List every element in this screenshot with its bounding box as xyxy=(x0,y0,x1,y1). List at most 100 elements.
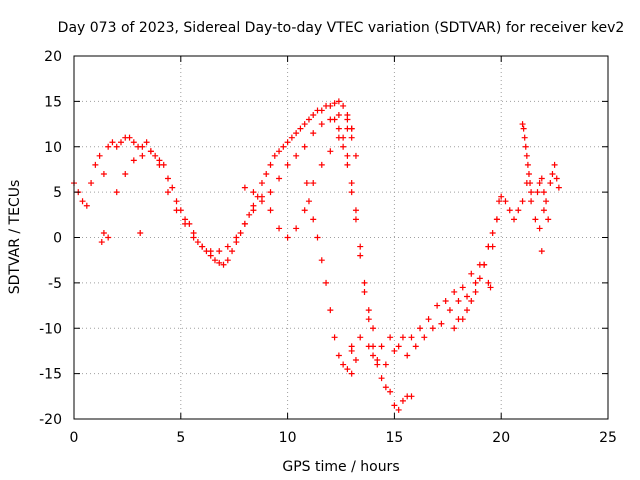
data-point xyxy=(305,116,312,123)
data-point xyxy=(519,198,526,205)
data-point xyxy=(284,234,291,241)
data-point xyxy=(485,243,492,250)
data-point xyxy=(391,347,398,354)
data-point xyxy=(395,406,402,413)
data-points-layer xyxy=(71,98,562,413)
data-point xyxy=(250,189,257,196)
data-point xyxy=(113,189,120,196)
data-point xyxy=(169,184,176,191)
data-point xyxy=(545,216,552,223)
data-point xyxy=(536,225,543,232)
data-point xyxy=(88,180,95,187)
data-point xyxy=(348,347,355,354)
data-point xyxy=(344,366,351,373)
data-point xyxy=(429,325,436,332)
series-isolated-points xyxy=(98,229,545,364)
data-point xyxy=(348,189,355,196)
data-point xyxy=(173,207,180,214)
data-point xyxy=(258,193,265,200)
data-point xyxy=(293,225,300,232)
data-point xyxy=(485,279,492,286)
data-point xyxy=(331,100,338,107)
x-tick-label: 25 xyxy=(599,430,617,446)
data-point xyxy=(487,284,494,291)
data-point xyxy=(105,234,112,241)
data-point xyxy=(521,134,528,141)
data-point xyxy=(361,279,368,286)
data-point xyxy=(327,307,334,314)
data-point xyxy=(164,175,171,182)
data-point xyxy=(100,229,107,236)
data-point xyxy=(284,161,291,168)
y-tick-label: 10 xyxy=(44,140,62,156)
data-point xyxy=(464,307,471,314)
series-rising-track-3 xyxy=(451,193,505,332)
x-tick-label: 5 xyxy=(176,430,185,446)
data-point xyxy=(335,125,342,132)
data-point xyxy=(374,357,381,364)
data-point xyxy=(310,216,317,223)
data-point xyxy=(258,180,265,187)
data-point xyxy=(553,175,560,182)
data-point xyxy=(382,361,389,368)
x-tick-label: 0 xyxy=(70,430,79,446)
data-point xyxy=(297,125,304,132)
data-point xyxy=(318,121,325,128)
data-point xyxy=(301,143,308,150)
data-point xyxy=(540,189,547,196)
data-point xyxy=(83,202,90,209)
data-point xyxy=(207,248,214,255)
data-point xyxy=(331,334,338,341)
grid-layer xyxy=(74,56,608,419)
data-point xyxy=(408,334,415,341)
data-point xyxy=(156,161,163,168)
data-point xyxy=(551,161,558,168)
data-point xyxy=(408,393,415,400)
data-point xyxy=(79,198,86,205)
y-tick-label: 15 xyxy=(44,94,62,110)
data-point xyxy=(370,325,377,332)
data-point xyxy=(267,161,274,168)
y-tick-label: -5 xyxy=(48,276,62,292)
data-point xyxy=(318,107,325,114)
data-point xyxy=(318,161,325,168)
data-point xyxy=(126,134,133,141)
data-point xyxy=(216,259,223,266)
series-rising-track-2 xyxy=(370,198,503,359)
data-point xyxy=(96,152,103,159)
data-point xyxy=(399,334,406,341)
data-point xyxy=(515,207,522,214)
data-point xyxy=(382,384,389,391)
data-point xyxy=(314,234,321,241)
x-tick-label: 15 xyxy=(385,430,403,446)
data-point xyxy=(472,279,479,286)
chart-title: Day 073 of 2023, Sidereal Day-to-day VTE… xyxy=(58,20,625,36)
data-point xyxy=(468,270,475,277)
data-point xyxy=(348,180,355,187)
data-point xyxy=(122,170,129,177)
y-tick-label: 5 xyxy=(53,185,62,201)
data-point xyxy=(182,220,189,227)
data-point xyxy=(378,343,385,350)
y-tick-label: 20 xyxy=(44,49,62,65)
data-point xyxy=(506,207,513,214)
series-descending-arc-2 xyxy=(331,116,377,332)
data-point xyxy=(472,288,479,295)
data-point xyxy=(365,307,372,314)
data-point xyxy=(538,248,545,255)
data-point xyxy=(387,334,394,341)
data-point xyxy=(280,143,287,150)
data-point xyxy=(237,229,244,236)
series-late-track xyxy=(502,180,547,232)
data-point xyxy=(357,243,364,250)
data-point xyxy=(284,139,291,146)
data-point xyxy=(496,198,503,205)
data-point xyxy=(361,288,368,295)
data-point xyxy=(139,152,146,159)
data-point xyxy=(370,352,377,359)
data-point xyxy=(555,184,562,191)
data-point xyxy=(323,279,330,286)
data-point xyxy=(100,170,107,177)
data-point xyxy=(143,139,150,146)
